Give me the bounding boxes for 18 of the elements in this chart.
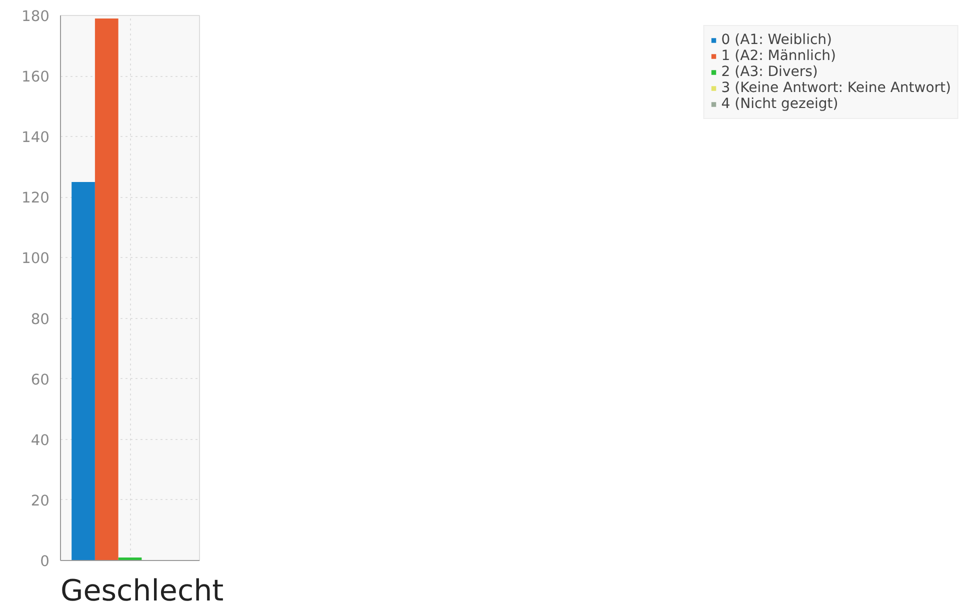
y-tick-label: 0 xyxy=(40,553,50,570)
bar xyxy=(94,18,118,560)
y-tick-label: 180 xyxy=(22,8,50,25)
y-tick-label: 20 xyxy=(30,492,50,510)
y-tick-label: 60 xyxy=(30,371,50,388)
y-tick-label: 140 xyxy=(22,129,50,146)
y-tick-label: 80 xyxy=(30,310,50,328)
y-tick-label: 120 xyxy=(22,190,50,207)
text: Geschlecht xyxy=(60,574,224,608)
legend-label: 2 (A3: Divers) xyxy=(721,64,818,80)
legend-label: 0 (A1: Weiblich) xyxy=(721,32,832,48)
legend-label: 3 (Keine Antwort: Keine Antwort) xyxy=(721,80,951,96)
legend-label: 1 (A2: Männlich) xyxy=(721,48,836,64)
y-tick-label: 100 xyxy=(22,250,50,268)
y-tick-label: 160 xyxy=(22,68,50,86)
bar xyxy=(72,182,95,560)
y-tick-label: 40 xyxy=(30,432,50,449)
legend-label: 4 (Nicht gezeigt) xyxy=(721,96,838,112)
